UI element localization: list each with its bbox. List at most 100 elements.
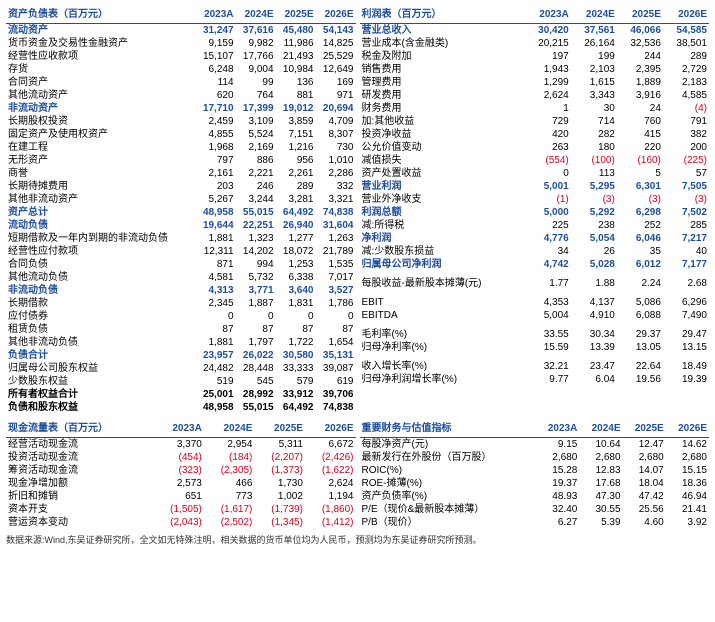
row-label: 投资净收益 <box>360 128 525 141</box>
cell-value: 19,644 <box>196 219 236 232</box>
cell-value: 26,164 <box>571 37 617 50</box>
cell-value: 12.47 <box>623 438 666 452</box>
row-label: 流动负债 <box>6 219 196 232</box>
cell-value: 797 <box>196 154 236 167</box>
row-label: EBIT <box>360 296 525 309</box>
cell-value: (2,305) <box>204 464 255 477</box>
cell-value: 881 <box>276 89 316 102</box>
table-row: 合同负债8719941,2531,535 <box>6 258 356 271</box>
cell-value: 99 <box>236 76 276 89</box>
table-row: 负债合计23,95726,02230,58035,131 <box>6 349 356 362</box>
cell-value: 225 <box>525 219 571 232</box>
table-row: 减:所得税225238252285 <box>360 219 710 232</box>
cell-value: 54,143 <box>316 24 356 38</box>
cell-value: 15.15 <box>666 464 709 477</box>
row-label: 负债合计 <box>6 349 196 362</box>
cell-value: 2,624 <box>525 89 571 102</box>
row-label: 每股收益-最新股本摊薄(元) <box>360 277 525 290</box>
cell-value: 5,732 <box>236 271 276 284</box>
table-row: 其他流动负债4,5815,7326,3387,017 <box>6 271 356 284</box>
cell-value: 244 <box>617 50 663 63</box>
cell-value: 4,313 <box>196 284 236 297</box>
row-label: 营业利润 <box>360 180 525 193</box>
cashflow-title: 现金流量表（百万元） <box>6 420 153 438</box>
cell-value: (1,617) <box>204 503 255 516</box>
cell-value: 39,706 <box>316 388 356 401</box>
cell-value: 200 <box>663 141 709 154</box>
cell-value: 54,585 <box>663 24 709 38</box>
cell-value: 246 <box>236 180 276 193</box>
cell-value: 3,343 <box>571 89 617 102</box>
table-row: 加:其他收益729714760791 <box>360 115 710 128</box>
table-row: 税金及附加197199244289 <box>360 50 710 63</box>
table-row: 归属母公司净利润4,7425,0286,0127,177 <box>360 258 710 271</box>
cell-value: 48.93 <box>535 490 579 503</box>
cell-value: 0 <box>276 310 316 323</box>
table-row: ROIC(%)15.2812.8314.0715.15 <box>360 464 710 477</box>
table-row: EBIT4,3534,1375,0866,296 <box>360 296 710 309</box>
cell-value: 203 <box>196 180 236 193</box>
table-row: 每股净资产(元)9.1510.6412.4714.62 <box>360 438 710 452</box>
table-row: 长期股权投资2,4593,1093,8594,709 <box>6 115 356 128</box>
cell-value: 420 <box>525 128 571 141</box>
cell-value: 2,680 <box>666 451 709 464</box>
cell-value: 10.64 <box>579 438 622 452</box>
cell-value: 2,624 <box>305 477 356 490</box>
cell-value: 12,311 <box>196 245 236 258</box>
cell-value: 6.27 <box>535 516 579 529</box>
cell-value: 791 <box>663 115 709 128</box>
table-row: 利润总额5,0005,2926,2987,502 <box>360 206 710 219</box>
cell-value: 9,004 <box>236 63 276 76</box>
cell-value: 18.49 <box>663 360 709 373</box>
income-title: 利润表（百万元） <box>360 6 525 24</box>
table-row: ROE-摊薄(%)19.3717.6818.0418.36 <box>360 477 710 490</box>
cell-value: 6,301 <box>617 180 663 193</box>
cell-value: 5,311 <box>254 438 305 452</box>
row-label: 租赁负债 <box>6 323 196 336</box>
cell-value: 15.28 <box>535 464 579 477</box>
col-year: 2024E <box>236 6 276 24</box>
cell-value: 20,215 <box>525 37 571 50</box>
col-year: 2023A <box>535 420 579 438</box>
cell-value: 74,838 <box>316 401 356 414</box>
col-year: 2025E <box>254 420 305 438</box>
table-row: 应付债券0000 <box>6 310 356 323</box>
cell-value: 5,292 <box>571 206 617 219</box>
col-year: 2023A <box>153 420 204 438</box>
table-row: 经营性应收款项15,10717,76621,49325,529 <box>6 50 356 63</box>
cell-value: (2,426) <box>305 451 356 464</box>
table-row: 无形资产7978869561,010 <box>6 154 356 167</box>
table-row: 商誉2,1612,2212,2612,286 <box>6 167 356 180</box>
cell-value: 6,296 <box>663 296 709 309</box>
cell-value: 220 <box>617 141 663 154</box>
cell-value: 169 <box>316 76 356 89</box>
cell-value: 871 <box>196 258 236 271</box>
col-year: 2024E <box>571 6 617 24</box>
cell-value: 74,838 <box>316 206 356 219</box>
cell-value: 1,786 <box>316 297 356 310</box>
cell-value: 289 <box>276 180 316 193</box>
cell-value: 28,992 <box>236 388 276 401</box>
cell-value: (100) <box>571 154 617 167</box>
table-row: 存货6,2489,00410,98412,649 <box>6 63 356 76</box>
cell-value: 1,277 <box>276 232 316 245</box>
balance-title: 资产负债表（百万元） <box>6 6 196 24</box>
cell-value: 33,333 <box>276 362 316 375</box>
row-label: 营运资本变动 <box>6 516 153 529</box>
table-row: 流动负债19,64422,25126,94031,604 <box>6 219 356 232</box>
cell-value: 3.92 <box>666 516 709 529</box>
cell-value: 35,131 <box>316 349 356 362</box>
col-year: 2025E <box>623 420 666 438</box>
cell-value: 48,958 <box>196 401 236 414</box>
cell-value: 1,654 <box>316 336 356 349</box>
cell-value: 0 <box>525 167 571 180</box>
cell-value: (2,043) <box>153 516 204 529</box>
cell-value: 33.55 <box>525 328 571 341</box>
table-row: 营运资本变动(2,043)(2,502)(1,345)(1,412) <box>6 516 356 529</box>
table-row: 研发费用2,6243,3433,9164,585 <box>360 89 710 102</box>
cell-value: 31,604 <box>316 219 356 232</box>
cell-value: 22.64 <box>617 360 663 373</box>
cell-value: 22,251 <box>236 219 276 232</box>
cell-value: 4,353 <box>525 296 571 309</box>
balance-sheet-table: 资产负债表（百万元） 2023A 2024E 2025E 2026E 流动资产3… <box>6 6 356 414</box>
